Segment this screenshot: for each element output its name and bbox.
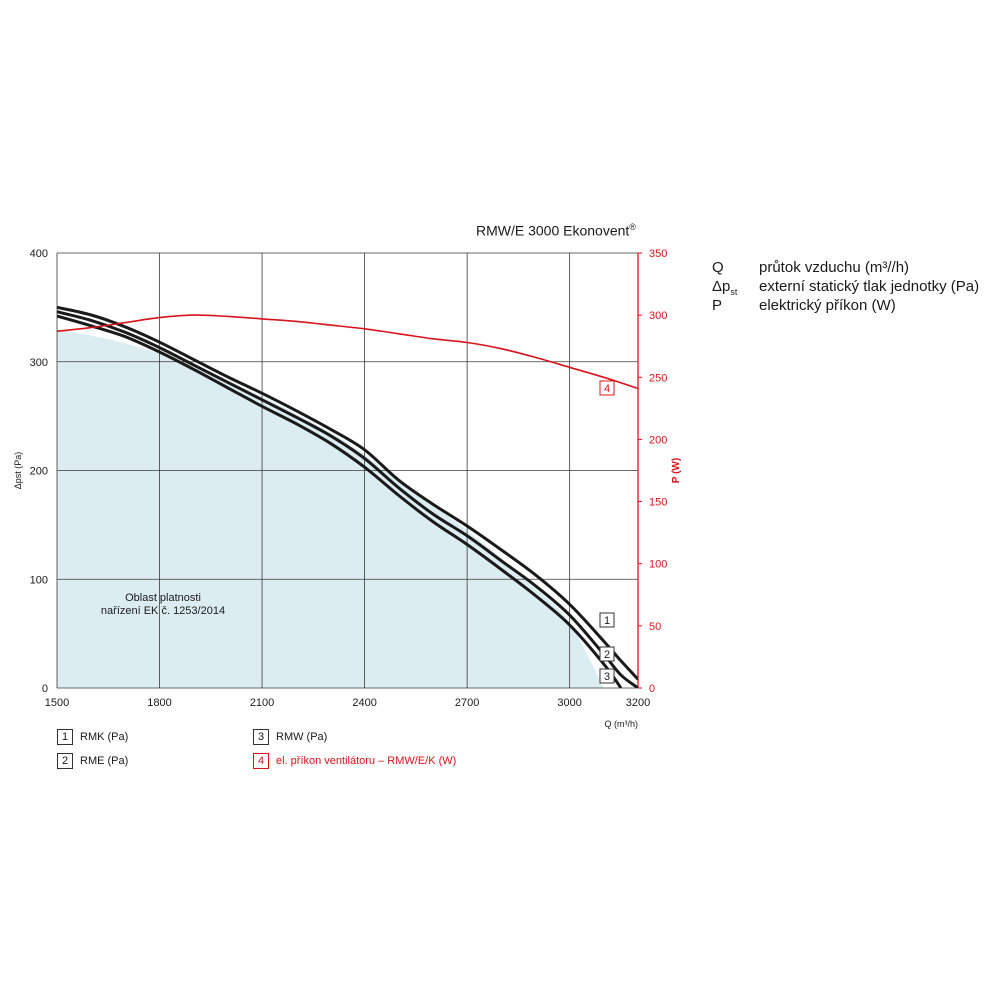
series-line-2 <box>57 310 638 688</box>
chart-title-text: RMW/E 3000 Ekonovent <box>476 222 630 239</box>
y2-tick-label: 100 <box>649 559 667 571</box>
region-label-line: Oblast platnosti <box>125 592 201 604</box>
description-key-p-text: P <box>712 297 723 314</box>
legend-marker-1: 1 <box>57 729 73 745</box>
legend-marker-4: 4 <box>253 753 269 769</box>
description-text-p: elektrický příkon (W) <box>759 297 896 314</box>
y2-tick-label: 350 <box>649 248 667 260</box>
legend-label-rmk: RMK (Pa) <box>80 731 129 743</box>
description-key-q: Q <box>712 259 724 276</box>
y-tick-label: 100 <box>30 574 48 586</box>
y2-tick-label: 50 <box>649 621 661 633</box>
series-marker-label-4: 4 <box>604 383 610 395</box>
legend-label-rme: RME (Pa) <box>80 755 129 767</box>
series-marker-box-2 <box>599 646 615 662</box>
y-tick-label: 300 <box>30 357 48 369</box>
description-key-dp-text: Δp <box>712 278 731 295</box>
y-tick-label: 400 <box>30 248 48 260</box>
x-tick-label: 2400 <box>352 697 376 709</box>
description-text-q: průtok vzduchu (m³//h) <box>759 259 910 276</box>
description-key-p: P <box>712 297 722 314</box>
y2-tick-label: 150 <box>649 497 667 509</box>
description-key-q-text: Q <box>712 259 724 276</box>
y-tick-label: 200 <box>30 466 48 478</box>
x-tick-label: 1500 <box>45 697 69 709</box>
x-tick-label: 2700 <box>455 697 479 709</box>
y2-axis-label: P (W) <box>671 458 682 483</box>
series-marker-label-2: 2 <box>604 649 610 661</box>
chart-title: RMW/E 3000 Ekonovent® <box>476 222 636 239</box>
description-key-dp-sub: st <box>730 287 738 297</box>
x-tick-label: 3000 <box>557 697 581 709</box>
y-axis-label: Δpst (Pa) <box>13 452 23 490</box>
series-line-4 <box>57 314 638 390</box>
y2-tick-label: 200 <box>649 434 667 446</box>
legend-marker-2: 2 <box>57 753 73 769</box>
y2-tick-label: 300 <box>649 310 667 322</box>
description-key-dp: Δpst <box>712 278 737 297</box>
legend-label-power: el. příkon ventilátoru – RMW/E/K (W) <box>276 755 457 767</box>
x-tick-label: 1800 <box>147 697 171 709</box>
series-marker-box-4 <box>599 380 615 396</box>
registered-mark: ® <box>629 222 636 232</box>
series-line-1 <box>57 305 638 681</box>
series-line-3 <box>57 314 623 688</box>
y2-tick-label: 250 <box>649 372 667 384</box>
y2-tick-label: 0 <box>649 683 655 695</box>
series-marker-label-1: 1 <box>604 615 610 627</box>
legend-label-rmw: RMW (Pa) <box>276 731 328 743</box>
series-marker-label-3: 3 <box>604 671 610 683</box>
y-tick-label: 0 <box>42 683 48 695</box>
series-marker-box-3 <box>599 668 615 684</box>
series-marker-box-1 <box>599 612 615 628</box>
x-tick-label: 2100 <box>250 697 274 709</box>
region-label-line: nařízení EK č. 1253/2014 <box>101 605 225 617</box>
legend-marker-3: 3 <box>253 729 269 745</box>
description-text-dp: externí statický tlak jednotky (Pa) <box>759 278 980 295</box>
x-axis-label: Q (m³/h) <box>605 719 639 729</box>
x-tick-label: 3200 <box>626 697 650 709</box>
validity-region <box>57 329 604 688</box>
